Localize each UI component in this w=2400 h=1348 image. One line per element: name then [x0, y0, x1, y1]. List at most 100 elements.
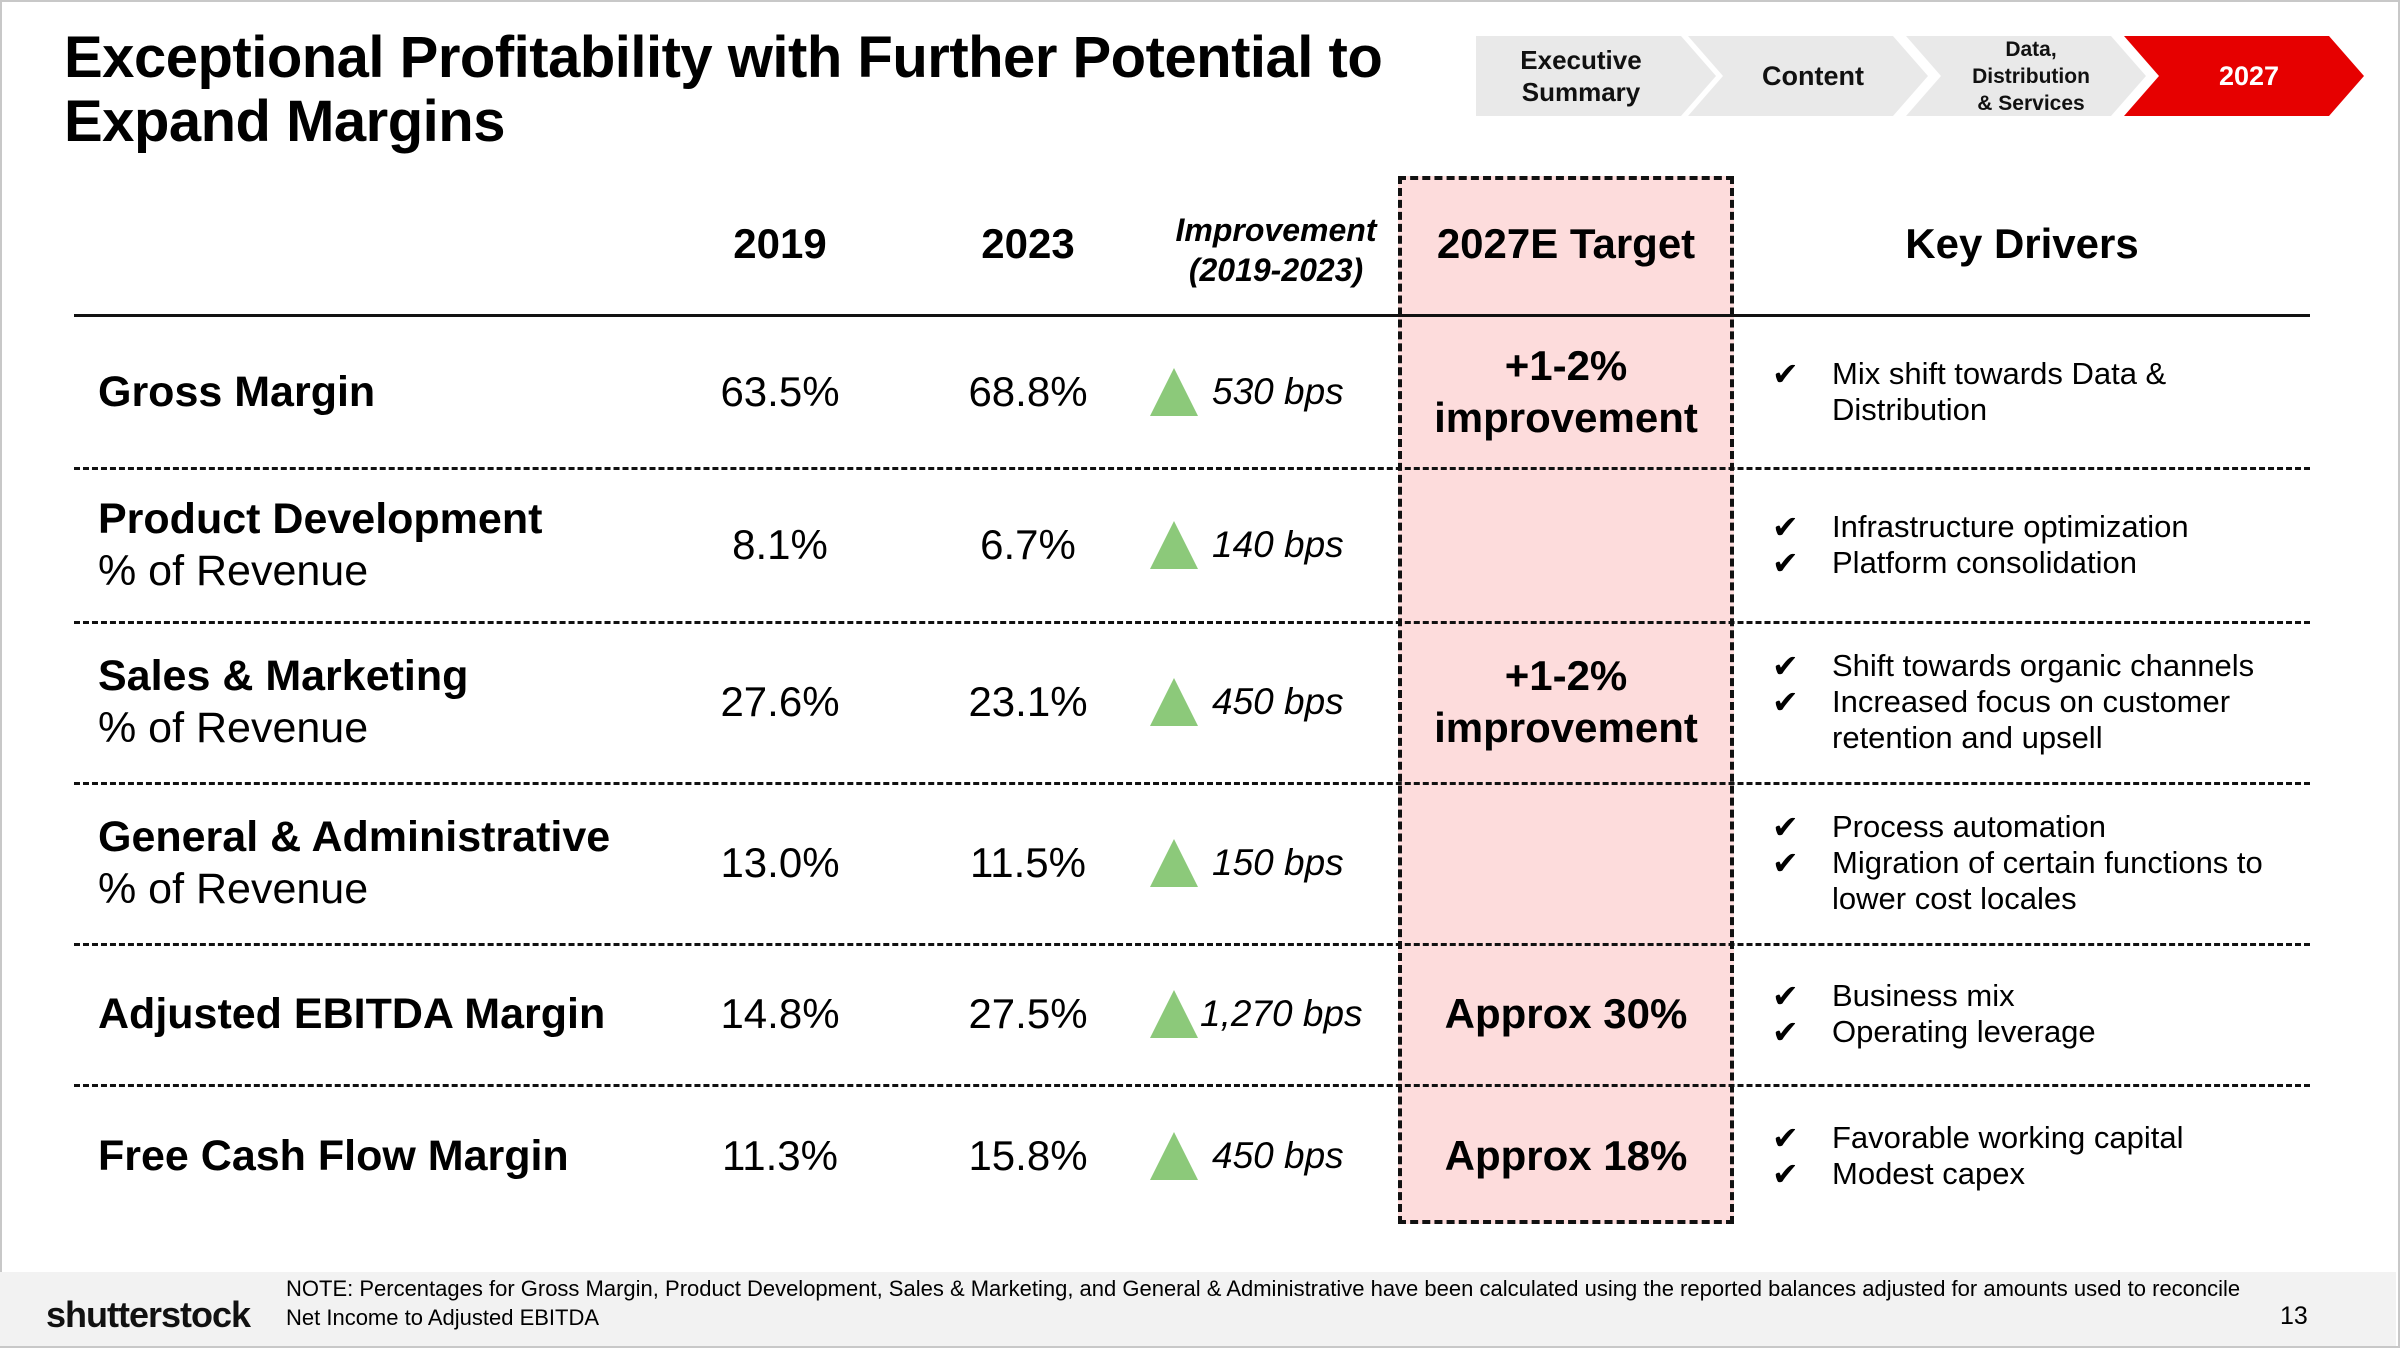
drivers-cell: ✔ Infrastructure optimization ✔ Platform c…	[1772, 470, 2312, 620]
metric-cell: Product Development % of Revenue	[98, 470, 698, 620]
driver-text: Migration of certain functions to lower …	[1832, 845, 2263, 916]
driver-text: Business mix	[1832, 978, 2015, 1013]
footer-bar	[0, 1272, 2396, 1346]
value-2019: 63.5%	[720, 368, 840, 415]
footnote: NOTE: Percentages for Gross Margin, Prod…	[286, 1276, 2241, 1330]
metric-name: Product Development	[98, 495, 543, 543]
nav-label: Data, Distribution & Services	[1972, 37, 2090, 115]
shutterstock-logo: shutterstock	[46, 1294, 251, 1335]
header-2019: 2019	[733, 220, 827, 267]
checkmark-icon: ✔	[1772, 978, 1799, 1014]
up-arrow-icon	[1150, 990, 1198, 1038]
header-key-drivers: Key Drivers	[1905, 220, 2139, 267]
metric-cell: Adjusted EBITDA Margin	[98, 946, 698, 1082]
drivers-cell: ✔ Business mix ✔ Operating leverage	[1772, 946, 2312, 1082]
target-opex: +1-2% improvement	[1434, 652, 1698, 751]
nav-label: Executive Summary	[1520, 45, 1642, 107]
driver-text: Increased focus on customer retention an…	[1832, 684, 2231, 755]
improvement-value: 450 bps	[1212, 1135, 1344, 1176]
driver-item: ✔ Favorable working capital	[1772, 1120, 2312, 1156]
driver-text: Infrastructure optimization	[1832, 509, 2189, 544]
improvement-value: 1,270 bps	[1200, 993, 1363, 1034]
table-row-gross-margin: Gross Margin 63.5% 68.8% 530 bps +1-2% i…	[0, 318, 2400, 466]
header-improvement: Improvement (2019-2023)	[1160, 210, 1392, 290]
page-number: 13	[2280, 1302, 2308, 1330]
metric-subtitle: % of Revenue	[98, 865, 369, 913]
header-divider	[74, 314, 2310, 317]
driver-item: ✔ Increased focus on customer retention a…	[1772, 684, 2312, 756]
header-improvement-line2: (2019-2023)	[1188, 252, 1364, 288]
nav-item-executive-summary[interactable]: Executive Summary	[1476, 36, 1716, 116]
driver-item: ✔ Infrastructure optimization	[1772, 509, 2312, 545]
table-row-free-cash-flow: Free Cash Flow Margin 11.3% 15.8% 450 bp…	[0, 1088, 2400, 1224]
target-fcf: Approx 18%	[1444, 1132, 1688, 1179]
driver-item: ✔ Process automation	[1772, 809, 2312, 845]
row-divider	[74, 782, 2310, 785]
nav-item-content[interactable]: Content	[1688, 36, 1928, 116]
table-row-general-administrative: General & Administrative % of Revenue 13…	[0, 785, 2400, 941]
driver-item: ✔ Modest capex	[1772, 1156, 2312, 1192]
improvement-cell: 1,270 bps	[1150, 946, 1400, 1082]
driver-text: Operating leverage	[1832, 1014, 2096, 1049]
driver-item: ✔ Platform consolidation	[1772, 545, 2312, 581]
row-divider	[74, 467, 2310, 470]
up-arrow-icon	[1150, 678, 1198, 726]
up-arrow-icon	[1150, 368, 1198, 416]
header-2023: 2023	[981, 220, 1075, 267]
checkmark-icon: ✔	[1772, 684, 1799, 720]
value-2019: 8.1%	[732, 521, 828, 568]
improvement-cell: 450 bps	[1150, 1088, 1400, 1224]
driver-item: ✔ Business mix	[1772, 978, 2312, 1014]
nav-label: 2027	[2218, 60, 2280, 91]
up-arrow-icon	[1150, 839, 1198, 887]
improvement-value: 140 bps	[1212, 524, 1344, 565]
nav-label: Content	[1762, 60, 1864, 91]
checkmark-icon: ✔	[1772, 809, 1799, 845]
nav-item-2027-active[interactable]: 2027	[2124, 36, 2364, 116]
checkmark-icon: ✔	[1772, 1014, 1799, 1050]
metric-subtitle: % of Revenue	[98, 547, 369, 595]
checkmark-icon: ✔	[1772, 356, 1799, 392]
nav-item-data-distribution-services[interactable]: Data, Distribution & Services	[1906, 36, 2146, 116]
improvement-cell: 530 bps	[1150, 318, 1400, 466]
drivers-cell: ✔ Process automation ✔ Migration of certai…	[1772, 785, 2312, 941]
row-divider	[74, 1084, 2310, 1087]
table-row-adjusted-ebitda: Adjusted EBITDA Margin 14.8% 27.5% 1,270…	[0, 946, 2400, 1082]
driver-text: Platform consolidation	[1832, 545, 2137, 580]
metric-cell: General & Administrative % of Revenue	[98, 785, 698, 941]
driver-item: ✔ Shift towards organic channels	[1772, 648, 2312, 684]
checkmark-icon: ✔	[1772, 648, 1799, 684]
checkmark-icon: ✔	[1772, 545, 1799, 581]
value-2023: 15.8%	[968, 1132, 1088, 1179]
header-target: 2027E Target	[1436, 220, 1696, 267]
metric-name: Gross Margin	[98, 368, 376, 416]
target-column-highlight	[1398, 176, 1734, 1224]
driver-text: Process automation	[1832, 809, 2106, 844]
driver-text: Shift towards organic channels	[1832, 648, 2255, 683]
driver-item: ✔ Mix shift towards Data & Distribution	[1772, 356, 2312, 428]
driver-item: ✔ Operating leverage	[1772, 1014, 2312, 1050]
metric-cell: Free Cash Flow Margin	[98, 1088, 698, 1224]
up-arrow-icon	[1150, 1132, 1198, 1180]
improvement-value: 150 bps	[1212, 842, 1344, 883]
checkmark-icon: ✔	[1772, 1120, 1799, 1156]
target-gross-margin: +1-2% improvement	[1434, 342, 1698, 441]
table-row-product-development: Product Development % of Revenue 8.1% 6.…	[0, 470, 2400, 620]
value-2023: 23.1%	[968, 678, 1088, 725]
up-arrow-icon	[1150, 521, 1198, 569]
metric-cell: Sales & Marketing % of Revenue	[98, 624, 698, 780]
driver-text: Mix shift towards Data & Distribution	[1832, 356, 2167, 427]
driver-text: Favorable working capital	[1832, 1120, 2184, 1155]
value-2023: 27.5%	[968, 990, 1088, 1037]
checkmark-icon: ✔	[1772, 509, 1799, 545]
metric-name: Sales & Marketing	[98, 652, 469, 700]
metric-name: Adjusted EBITDA Margin	[98, 990, 606, 1038]
improvement-cell: 150 bps	[1150, 785, 1400, 941]
drivers-cell: ✔ Shift towards organic channels ✔ Increas…	[1772, 624, 2312, 780]
value-2019: 11.3%	[722, 1132, 838, 1179]
driver-item: ✔ Migration of certain functions to lower…	[1772, 845, 2312, 917]
improvement-value: 530 bps	[1212, 371, 1344, 412]
metric-cell: Gross Margin	[98, 318, 698, 466]
drivers-cell: ✔ Favorable working capital ✔ Modest capex	[1772, 1088, 2312, 1224]
